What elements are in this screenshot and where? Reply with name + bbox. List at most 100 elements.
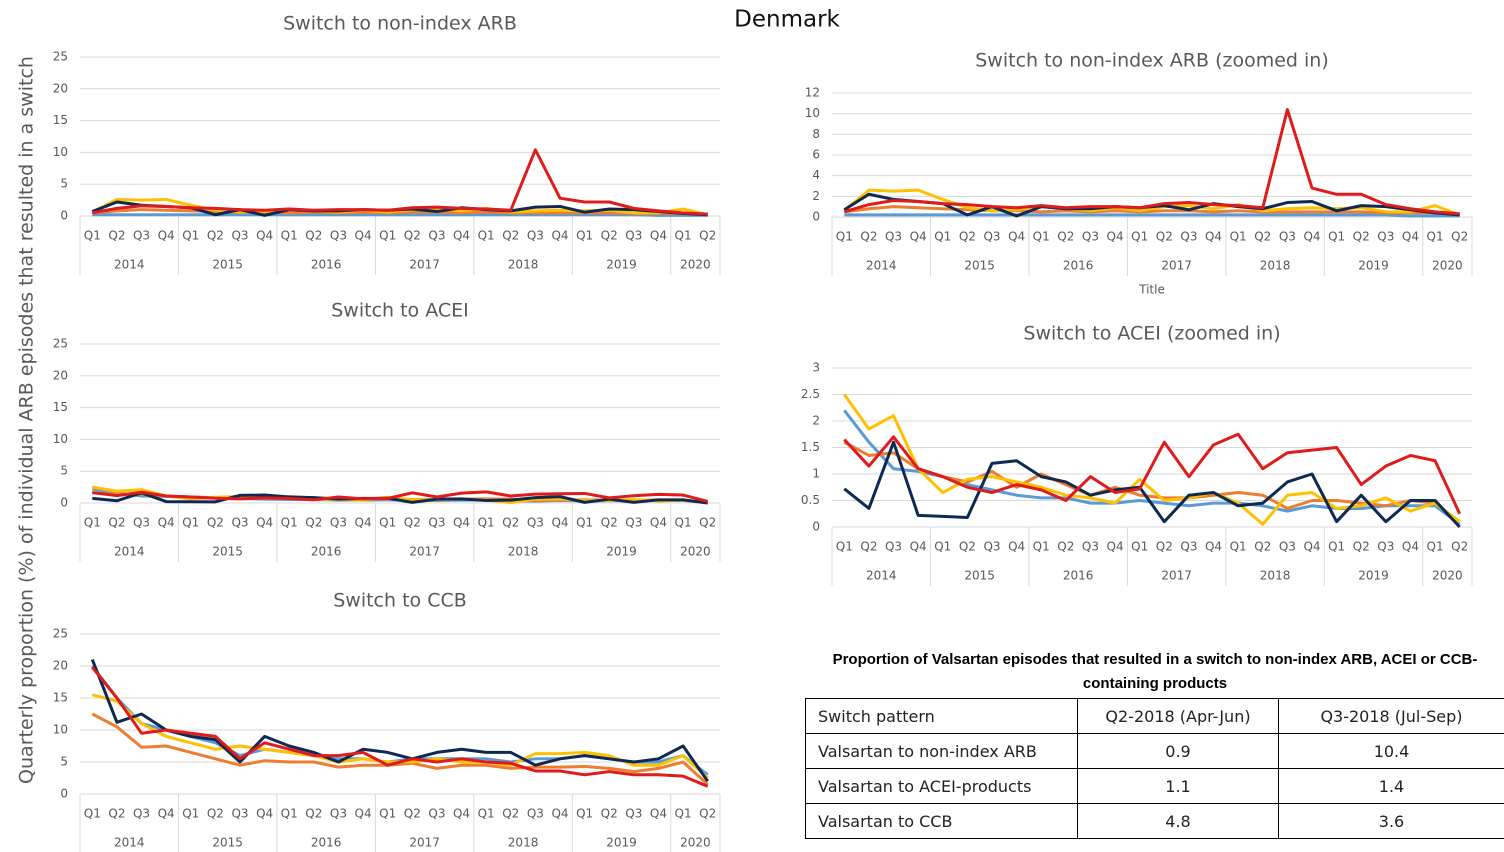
x-tick-label: Q1 (1033, 540, 1050, 554)
series-line (92, 208, 708, 216)
x-tick-label: Q2 (305, 516, 322, 530)
x-tick-label: Q2 (699, 229, 716, 243)
x-tick-label: Q1 (576, 516, 593, 530)
y-tick-label: 12 (805, 86, 820, 100)
x-group-label: 2018 (508, 258, 539, 272)
x-tick-label: Q1 (84, 516, 101, 530)
x-tick-label: Q1 (478, 807, 495, 821)
x-group-label: 2019 (606, 258, 637, 272)
x-group-label: 2015 (212, 258, 243, 272)
x-tick-label: Q4 (1205, 230, 1222, 244)
y-tick-label: 15 (53, 113, 68, 127)
x-group-label: 2019 (606, 545, 637, 559)
cell: 3.6 (1278, 803, 1504, 839)
y-tick-label: 0 (60, 209, 68, 223)
x-tick-label: Q4 (910, 540, 927, 554)
x-tick-label: Q4 (1107, 230, 1124, 244)
x-tick-label: Q1 (182, 807, 199, 821)
x-tick-label: Q4 (910, 230, 927, 244)
x-group-label: 2018 (1260, 569, 1291, 583)
x-tick-label: Q4 (1008, 230, 1025, 244)
x-group-label: 2015 (964, 569, 995, 583)
x-tick-label: Q2 (108, 229, 125, 243)
x-tick-label: Q2 (601, 807, 618, 821)
series-line (91, 666, 709, 788)
y-tick-label: 10 (53, 723, 68, 737)
y-tick-label: 6 (812, 148, 820, 162)
x-tick-label: Q4 (355, 516, 372, 530)
x-tick-label: Q1 (1033, 230, 1050, 244)
x-tick-label: Q3 (527, 807, 544, 821)
x-group-label: 2016 (311, 836, 342, 850)
x-tick-label: Q3 (983, 230, 1000, 244)
y-tick-label: 20 (53, 659, 68, 673)
y-tick-label: 1 (812, 467, 820, 481)
x-tick-label: Q4 (355, 229, 372, 243)
x-tick-label: Q3 (1082, 230, 1099, 244)
y-tick-label: 10 (53, 145, 68, 159)
x-tick-label: Q2 (404, 229, 421, 243)
chart-title: Switch to non-index ARB (zoomed in) (975, 50, 1329, 72)
x-tick-label: Q1 (182, 516, 199, 530)
x-group-label: 2020 (680, 545, 711, 559)
x-group-label: 2020 (680, 258, 711, 272)
x-tick-label: Q4 (551, 807, 568, 821)
y-tick-label: 4 (812, 168, 820, 182)
x-tick-label: Q4 (453, 229, 470, 243)
y-tick-label: 10 (805, 106, 820, 120)
x-tick-label: Q3 (625, 516, 642, 530)
y-tick-label: 1.5 (801, 440, 820, 454)
x-group-label: 2017 (409, 545, 440, 559)
x-group-label: 2020 (1432, 259, 1463, 273)
y-tick-label: 3 (812, 361, 820, 375)
x-tick-label: Q1 (934, 230, 951, 244)
table-row: Valsartan to ACEI-products 1.1 1.4 (805, 768, 1504, 804)
y-tick-label: 5 (60, 755, 68, 769)
x-tick-label: Q2 (1057, 230, 1074, 244)
x-tick-label: Q1 (1131, 540, 1148, 554)
chart-title: Switch to CCB (333, 590, 467, 612)
cell: 10.4 (1278, 733, 1504, 769)
x-tick-label: Q2 (108, 807, 125, 821)
y-tick-label: 0 (812, 520, 820, 534)
cell: Valsartan to non-index ARB (805, 733, 1078, 769)
x-tick-label: Q4 (551, 516, 568, 530)
x-tick-label: Q2 (959, 230, 976, 244)
x-tick-label: Q2 (699, 807, 716, 821)
y-tick-label: 25 (53, 50, 68, 64)
table-row: Valsartan to CCB 4.8 3.6 (805, 803, 1504, 839)
x-tick-label: Q2 (601, 229, 618, 243)
x-tick-label: Q3 (428, 229, 445, 243)
x-tick-label: Q1 (478, 229, 495, 243)
x-tick-label: Q1 (675, 807, 692, 821)
x-axis-label: Title (1138, 283, 1165, 297)
y-tick-label: 15 (53, 400, 68, 414)
x-tick-label: Q1 (1328, 540, 1345, 554)
x-tick-label: Q1 (1427, 540, 1444, 554)
x-group-label: 2016 (1063, 259, 1094, 273)
y-tick-label: 0 (60, 496, 68, 510)
x-group-label: 2014 (114, 545, 145, 559)
chart-title: Switch to non-index ARB (283, 13, 517, 35)
table-row: Valsartan to non-index ARB 0.9 10.4 (805, 733, 1504, 769)
header-cell: Q2-2018 (Apr-Jun) (1077, 698, 1279, 734)
series-line (92, 491, 708, 505)
x-tick-label: Q2 (699, 516, 716, 530)
series-line (91, 712, 709, 786)
x-tick-label: Q4 (158, 807, 175, 821)
x-tick-label: Q3 (133, 516, 150, 530)
x-tick-label: Q3 (133, 229, 150, 243)
y-tick-label: 2 (812, 189, 820, 203)
x-tick-label: Q3 (330, 807, 347, 821)
x-tick-label: Q2 (404, 516, 421, 530)
x-tick-label: Q3 (983, 540, 1000, 554)
series-line (843, 393, 1461, 526)
table-header: Switch pattern Q2-2018 (Apr-Jun) Q3-2018… (805, 698, 1504, 734)
x-tick-label: Q1 (84, 229, 101, 243)
x-tick-label: Q3 (885, 230, 902, 244)
x-tick-label: Q4 (1402, 230, 1419, 244)
x-group-label: 2015 (212, 545, 243, 559)
x-tick-label: Q1 (1131, 230, 1148, 244)
x-group-label: 2014 (114, 258, 145, 272)
x-tick-label: Q4 (1402, 540, 1419, 554)
